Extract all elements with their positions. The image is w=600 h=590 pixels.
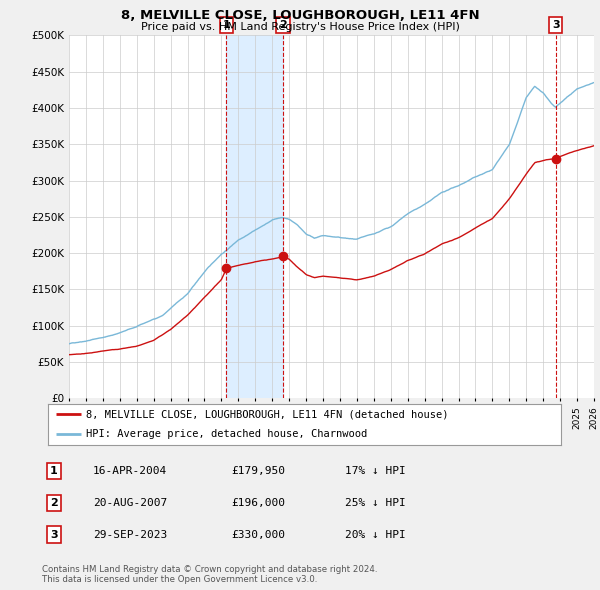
Text: 17% ↓ HPI: 17% ↓ HPI	[345, 466, 406, 476]
Text: 1: 1	[223, 20, 230, 30]
Text: £330,000: £330,000	[231, 530, 285, 539]
Text: 3: 3	[552, 20, 560, 30]
Text: 2: 2	[50, 498, 58, 507]
Text: 16-APR-2004: 16-APR-2004	[93, 466, 167, 476]
Text: 25% ↓ HPI: 25% ↓ HPI	[345, 498, 406, 507]
Text: Price paid vs. HM Land Registry's House Price Index (HPI): Price paid vs. HM Land Registry's House …	[140, 22, 460, 32]
Text: 3: 3	[50, 530, 58, 539]
Text: £196,000: £196,000	[231, 498, 285, 507]
Text: HPI: Average price, detached house, Charnwood: HPI: Average price, detached house, Char…	[86, 429, 368, 439]
Text: 8, MELVILLE CLOSE, LOUGHBOROUGH, LE11 4FN (detached house): 8, MELVILLE CLOSE, LOUGHBOROUGH, LE11 4F…	[86, 409, 449, 419]
Text: 2: 2	[279, 20, 287, 30]
Text: 1: 1	[50, 466, 58, 476]
Text: 20-AUG-2007: 20-AUG-2007	[93, 498, 167, 507]
Text: £179,950: £179,950	[231, 466, 285, 476]
Bar	[226, 35, 283, 398]
Text: 8, MELVILLE CLOSE, LOUGHBOROUGH, LE11 4FN: 8, MELVILLE CLOSE, LOUGHBOROUGH, LE11 4F…	[121, 9, 479, 22]
Text: 20% ↓ HPI: 20% ↓ HPI	[345, 530, 406, 539]
Text: Contains HM Land Registry data © Crown copyright and database right 2024.
This d: Contains HM Land Registry data © Crown c…	[42, 565, 377, 584]
Text: 29-SEP-2023: 29-SEP-2023	[93, 530, 167, 539]
